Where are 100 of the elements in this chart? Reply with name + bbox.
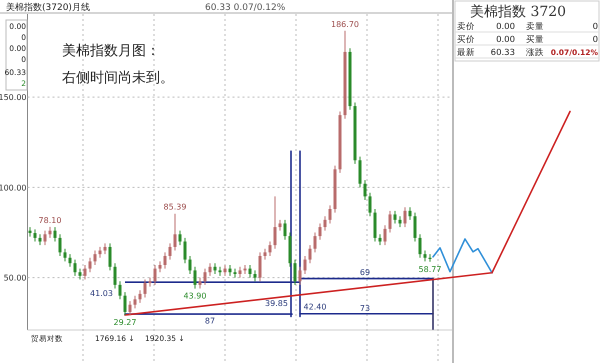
- candlestick: [244, 264, 246, 275]
- candlestick: [64, 248, 66, 262]
- candlestick: [358, 156, 362, 188]
- candlestick: [318, 222, 322, 240]
- candlestick: [38, 234, 42, 246]
- annotation: 78.10: [38, 216, 62, 225]
- annotation: 42.40: [304, 302, 326, 312]
- candlestick: [314, 232, 316, 253]
- candlestick: [188, 255, 192, 275]
- candlestick: [308, 244, 312, 264]
- annotation: 43.90: [184, 292, 206, 301]
- candlestick: [44, 230, 46, 246]
- y-tick-label: 50.00: [4, 274, 26, 283]
- candlestick: [294, 259, 296, 286]
- candlestick: [228, 264, 232, 276]
- candlestick: [104, 242, 106, 255]
- candlestick: [168, 242, 172, 260]
- chart-title: 美棉指数(3720)月线: [6, 2, 90, 13]
- candlestick: [278, 219, 282, 232]
- candlestick: [174, 213, 176, 252]
- candlestick: [164, 252, 166, 270]
- candlestick: [248, 264, 252, 278]
- candlestick: [238, 266, 242, 278]
- candlestick: [274, 196, 276, 250]
- candlestick: [84, 264, 86, 280]
- candlestick: [214, 262, 216, 275]
- candlestick: [78, 268, 82, 280]
- annotation: 美棉指数月图：: [62, 43, 160, 59]
- candlestick: [408, 206, 412, 220]
- annotation: 58.77: [418, 264, 442, 274]
- candlestick: [234, 268, 236, 278]
- candlestick: [148, 277, 152, 288]
- candlestick: [414, 212, 416, 242]
- text: 买价: [457, 34, 475, 45]
- candlestick: [34, 228, 36, 242]
- annotation: 29.27: [114, 318, 136, 328]
- candlestick: [88, 257, 92, 273]
- candlestick: [134, 295, 136, 309]
- annotation: 右侧时间尚未到。: [62, 70, 174, 86]
- candlestick: [394, 210, 396, 224]
- candlestick: [404, 206, 406, 228]
- annotation: 69: [360, 268, 370, 278]
- candlestick: [128, 300, 132, 316]
- candlestick: [384, 224, 386, 246]
- candlestick: [254, 270, 256, 282]
- text: 美棉指数 3720: [470, 4, 566, 20]
- candlestick: [364, 180, 366, 200]
- annotation: 186.70: [331, 20, 359, 29]
- candlestick: [304, 255, 306, 275]
- candlestick: [324, 216, 326, 232]
- candlestick: [138, 290, 142, 304]
- annotation: 39.85: [265, 298, 288, 308]
- candlestick: [98, 246, 102, 258]
- candlestick: [368, 192, 372, 217]
- text: 0.00: [496, 35, 515, 45]
- candlestick: [114, 262, 116, 289]
- candlestick: [154, 264, 156, 286]
- candlestick: [204, 268, 206, 286]
- candlestick: [178, 230, 182, 246]
- text: 0: [592, 35, 598, 45]
- candlestick: [328, 204, 332, 224]
- text: 卖价: [457, 21, 475, 32]
- candlestick: [424, 250, 426, 262]
- candlestick: [258, 252, 262, 282]
- annotation: 73: [360, 304, 370, 313]
- annotation: 85.39: [164, 202, 186, 212]
- candlestick: [48, 226, 52, 238]
- candlestick: [108, 242, 112, 271]
- candlestick: [284, 219, 286, 240]
- candlestick: [94, 250, 96, 266]
- candlestick: [58, 234, 62, 256]
- chart-subtitle: 60.33 0.07/0.12%: [205, 3, 286, 13]
- candlestick: [378, 234, 382, 246]
- text: 涨跌: [526, 47, 544, 58]
- candlestick: [158, 260, 162, 273]
- candlestick: [388, 210, 392, 233]
- candlestick: [398, 216, 402, 228]
- candlestick: [418, 234, 422, 258]
- text: 最新: [457, 47, 475, 58]
- annotation: 87: [204, 316, 216, 326]
- text: 60.33: [490, 48, 515, 58]
- candlestick: [198, 277, 202, 289]
- text: 0: [592, 22, 598, 32]
- candlestick: [74, 259, 76, 276]
- candlestick: [118, 280, 122, 300]
- candlestick: [184, 237, 186, 264]
- candlestick: [298, 266, 302, 286]
- candlestick: [264, 248, 266, 260]
- candlestick: [208, 262, 212, 276]
- annotation: 41.03: [90, 288, 113, 298]
- candlestick: [68, 254, 72, 268]
- candlestick: [224, 264, 226, 276]
- candlestick: [194, 266, 196, 290]
- candlestick: [268, 241, 272, 256]
- candlestick: [124, 292, 126, 316]
- candlestick: [144, 278, 146, 298]
- text: 0.00: [496, 22, 515, 32]
- candlestick: [54, 226, 56, 242]
- candlestick: [28, 226, 32, 238]
- text: 卖量: [526, 21, 544, 32]
